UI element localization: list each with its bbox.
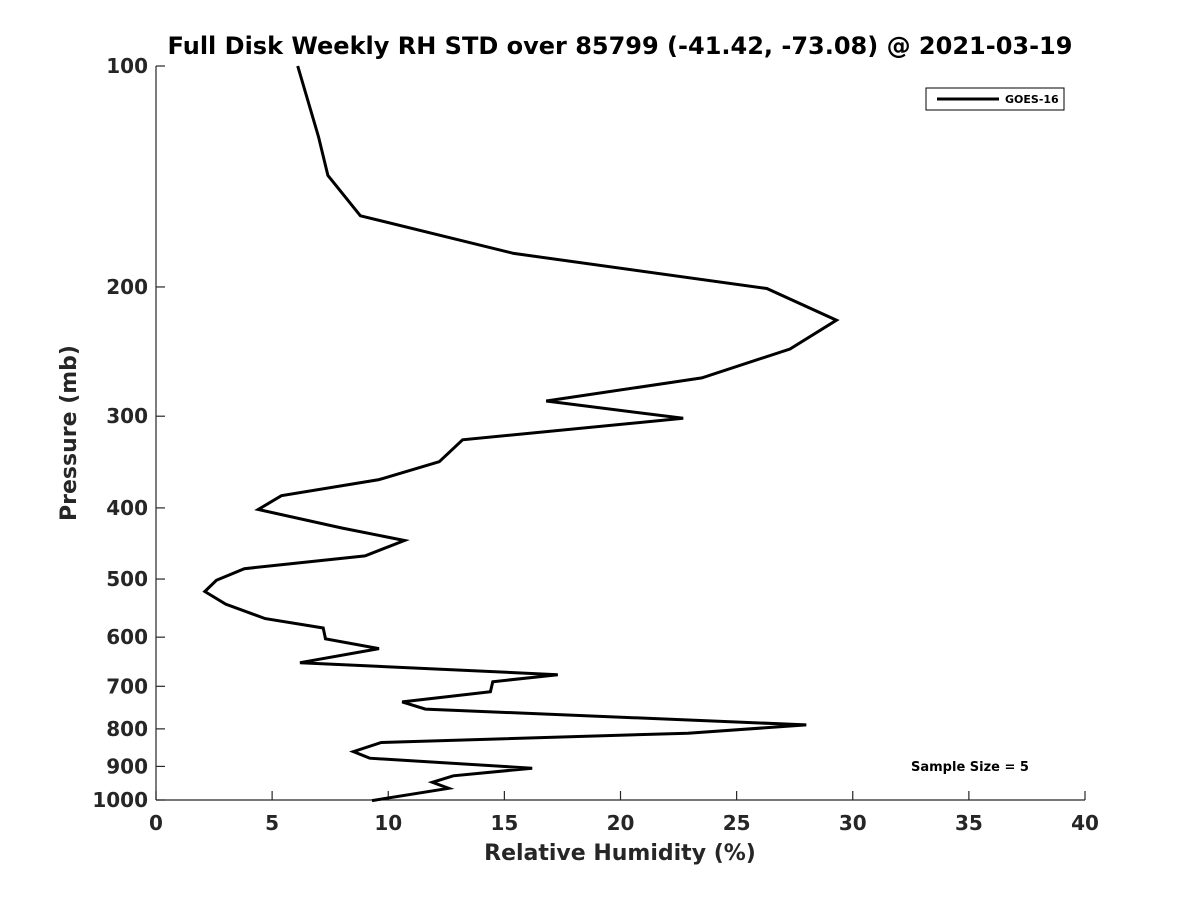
legend-label: GOES-16 [1005,93,1059,106]
y-axis-label: Pressure (mb) [57,345,82,521]
y-tick-label: 500 [106,567,148,591]
y-tick-label: 200 [106,275,148,299]
y-tick-label: 100 [106,54,148,78]
x-tick-label: 25 [723,811,751,835]
x-tick-label: 40 [1071,811,1099,835]
y-tick-label: 400 [106,496,148,520]
x-ticks: 0 5 10 15 20 25 30 35 40 [149,791,1099,835]
x-axis-label: Relative Humidity (%) [484,841,756,866]
y-tick-label: 700 [106,674,148,698]
y-tick-label: 900 [106,754,148,778]
chart-title: Full Disk Weekly RH STD over 85799 (-41.… [168,32,1073,60]
x-tick-label: 35 [955,811,983,835]
y-tick-label: 300 [106,404,148,428]
y-tick-label: 600 [106,625,148,649]
plot-area [155,66,1085,801]
x-tick-label: 20 [607,811,635,835]
y-ticks: 100 200 300 400 500 600 700 800 900 1000 [92,54,165,812]
x-tick-label: 5 [265,811,279,835]
x-tick-label: 30 [839,811,867,835]
x-tick-label: 10 [374,811,402,835]
y-tick-label: 800 [106,717,148,741]
series-line-goes-16 [202,65,840,803]
x-tick-label: 15 [490,811,518,835]
series-group [202,65,840,803]
sample-size-annotation: Sample Size = 5 [911,760,1029,775]
y-tick-label: 1000 [92,788,148,812]
x-tick-label: 0 [149,811,163,835]
legend: GOES-16 [925,87,1065,111]
